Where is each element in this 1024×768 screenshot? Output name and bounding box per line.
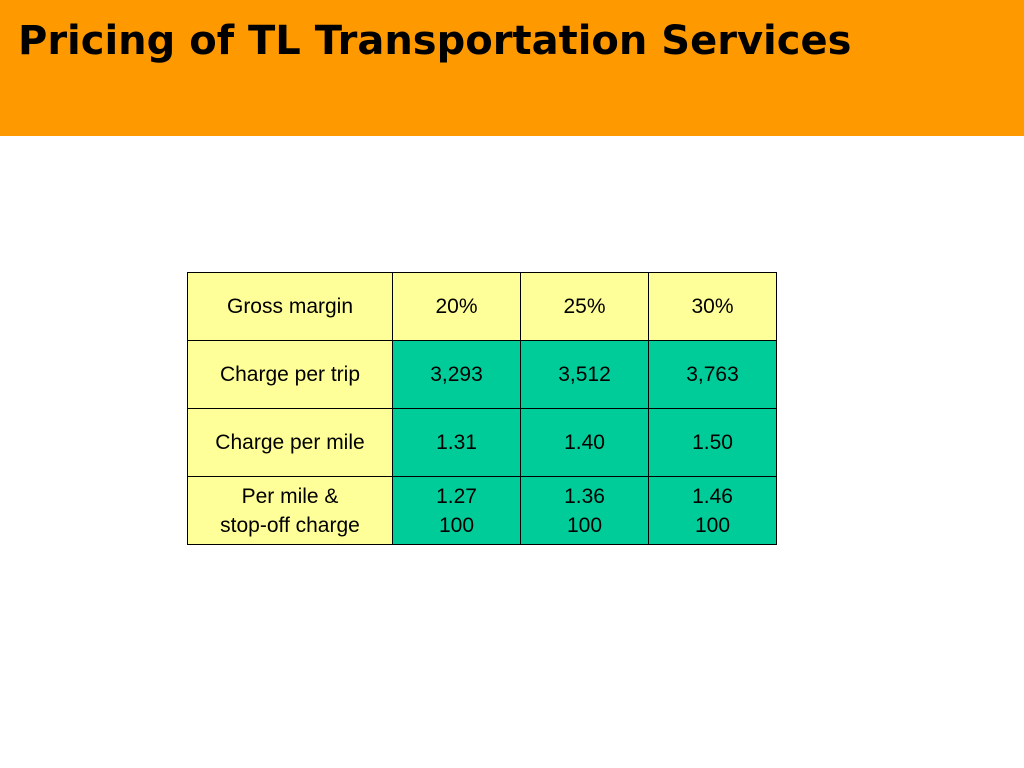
pricing-table: Gross margin 20% 25% 30% Charge per trip… xyxy=(187,272,777,545)
row-label-charge-per-mile: Charge per mile xyxy=(187,408,393,477)
row-label-line: Per mile & xyxy=(241,484,339,508)
title-bar: Pricing of TL Transportation Services xyxy=(0,0,1024,136)
page-title: Pricing of TL Transportation Services xyxy=(18,18,852,64)
cell-line: 1.46 xyxy=(692,484,733,508)
table-cell: 3,293 xyxy=(392,340,521,409)
cell-line: 100 xyxy=(438,513,475,537)
table-cell: 1.46 100 xyxy=(648,476,777,545)
row-label-line: stop-off charge xyxy=(220,513,360,537)
cell-line: 100 xyxy=(694,513,731,537)
table-cell: 1.27 100 xyxy=(392,476,521,545)
table-row: Charge per trip 3,293 3,512 3,763 xyxy=(187,340,777,409)
header-cell-25: 25% xyxy=(520,272,649,341)
table-cell: 1.36 100 xyxy=(520,476,649,545)
row-label-charge-per-trip: Charge per trip xyxy=(187,340,393,409)
cell-line: 1.36 xyxy=(564,484,605,508)
table-cell: 3,512 xyxy=(520,340,649,409)
table-row: Charge per mile 1.31 1.40 1.50 xyxy=(187,408,777,477)
header-cell-20: 20% xyxy=(392,272,521,341)
table-cell: 1.31 xyxy=(392,408,521,477)
table-cell: 3,763 xyxy=(648,340,777,409)
table-cell: 1.40 xyxy=(520,408,649,477)
row-label-per-mile-stop-off: Per mile & stop-off charge xyxy=(187,476,393,545)
table-row: Per mile & stop-off charge 1.27 100 1.36… xyxy=(187,476,777,545)
table-header-row: Gross margin 20% 25% 30% xyxy=(187,272,777,341)
table-cell: 1.50 xyxy=(648,408,777,477)
cell-line: 1.27 xyxy=(436,484,477,508)
cell-line: 100 xyxy=(566,513,603,537)
header-label-cell: Gross margin xyxy=(187,272,393,341)
header-cell-30: 30% xyxy=(648,272,777,341)
